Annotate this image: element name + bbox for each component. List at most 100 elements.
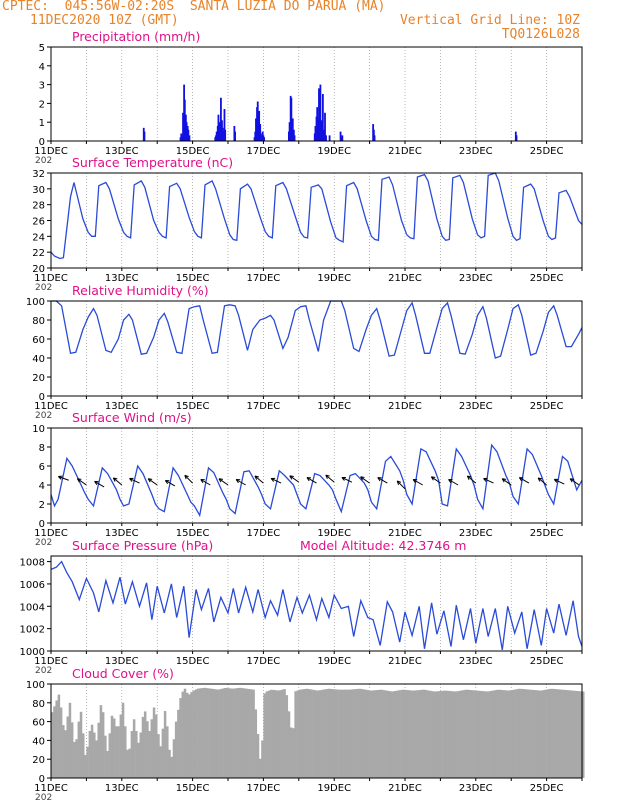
y-tick-label: 30 xyxy=(32,185,45,196)
y-tick-label: 0 xyxy=(39,137,45,148)
wind-arrow xyxy=(396,480,406,490)
x-tick-label: 13DEC xyxy=(105,273,139,284)
precip-bar xyxy=(188,135,191,141)
cloud-bar xyxy=(334,689,337,778)
cloud-bar xyxy=(420,689,423,778)
cloud-bar xyxy=(95,740,98,778)
x-tick-label: 17DEC xyxy=(247,146,281,157)
cloud-bar xyxy=(294,691,297,778)
wind-arrow xyxy=(306,477,317,484)
cloud-bar xyxy=(243,688,246,778)
cloud-bar xyxy=(520,688,523,778)
cloud-bar xyxy=(462,690,466,778)
wind-arrow xyxy=(147,478,158,486)
x-tick-label: 17DEC xyxy=(247,783,281,794)
cloud-bar xyxy=(130,731,134,778)
x-tick-label: 25DEC xyxy=(530,401,564,412)
wind-arrow xyxy=(76,478,87,486)
wind-arrow xyxy=(518,477,530,484)
cloud-bar xyxy=(338,689,342,778)
cloud-bar xyxy=(64,730,67,778)
y-tick-label: 26 xyxy=(32,217,45,228)
cloud-bar xyxy=(309,689,313,778)
y-tick-label: 80 xyxy=(32,699,45,710)
cloud-bar xyxy=(119,714,123,778)
cloud-bar xyxy=(409,690,412,778)
cloud-bar xyxy=(440,690,443,778)
cloud-bar xyxy=(274,690,277,778)
y-tick-label: 1004 xyxy=(20,602,45,613)
cloud-bar xyxy=(265,691,269,778)
cloud-bar xyxy=(77,721,81,778)
precip-bar xyxy=(217,114,220,141)
x-tick-label: 17DEC xyxy=(247,401,281,412)
precip-bar xyxy=(288,122,291,141)
cloud-bar xyxy=(179,698,182,778)
cloud-bar xyxy=(385,690,388,778)
precip-bar xyxy=(515,135,518,141)
panel-frame xyxy=(50,172,583,269)
x-tick-label: 11DEC xyxy=(34,528,68,539)
cloud-bar xyxy=(506,690,510,778)
cloud-bar xyxy=(489,691,492,778)
wind-title: Surface Wind (m/s) xyxy=(72,410,192,425)
cloud-bar xyxy=(170,756,173,778)
header-model-id: TQ0126L028 xyxy=(501,27,580,42)
wind-series-line xyxy=(50,443,583,518)
cloud-bar xyxy=(546,689,550,778)
cloud-bar xyxy=(298,689,302,778)
y-tick-label: 1002 xyxy=(20,625,45,636)
cloud-bar xyxy=(307,689,311,778)
cloud-bar xyxy=(486,691,490,778)
cloud-bar xyxy=(416,690,419,778)
x-year-stub: 202 xyxy=(35,538,52,548)
cloud-bar xyxy=(99,705,103,778)
cloud-bar xyxy=(236,687,240,778)
x-year-stub: 202 xyxy=(35,156,52,166)
precip-bar xyxy=(258,110,261,141)
cloud-bar xyxy=(205,688,209,778)
cloud-bar xyxy=(132,719,136,778)
cloud-bar xyxy=(522,689,525,778)
cloud-bar xyxy=(263,693,266,778)
wind-arrow xyxy=(270,477,282,484)
x-year-stub: 202 xyxy=(35,411,52,421)
cloud-bar xyxy=(112,718,116,778)
cloud-bar xyxy=(367,690,370,778)
cloud-bar xyxy=(75,739,78,778)
cloud-bar xyxy=(451,691,454,778)
x-tick-label: 23DEC xyxy=(459,146,493,157)
cloud-bar xyxy=(146,721,149,778)
cloud-bar xyxy=(278,690,282,778)
cloud-bar xyxy=(270,689,273,778)
cloud-bar xyxy=(201,687,204,778)
x-tick-label: 23DEC xyxy=(459,783,493,794)
cloud-bar xyxy=(115,726,118,778)
cloud-bar xyxy=(177,709,180,778)
cloud-bar xyxy=(460,690,463,778)
cloud-bar xyxy=(241,688,244,778)
y-tick-label: 20 xyxy=(32,373,45,384)
y-tick-label: 40 xyxy=(32,354,45,365)
cloud-bar xyxy=(360,689,364,778)
precip-bar xyxy=(373,135,376,141)
panel-wind: 0 2 4 6 8 10 11DEC 13DEC 15DEC 17DEC 19DEC 21DEC 23D… xyxy=(32,410,583,548)
wind-arrow xyxy=(341,476,353,483)
precip-bar xyxy=(256,101,259,141)
cloud-bar xyxy=(473,690,477,778)
cloud-bar xyxy=(301,689,304,778)
y-tick-label: 100 xyxy=(26,680,45,691)
cloud-bar xyxy=(582,691,585,778)
precip-bar xyxy=(340,137,343,141)
cloud-bar xyxy=(579,691,583,778)
cloud-bar xyxy=(124,726,127,778)
cloud-bar xyxy=(336,689,339,778)
cloud-bar xyxy=(258,758,262,778)
cloud-bar xyxy=(389,691,393,778)
cloud-bar xyxy=(557,689,561,778)
x-tick-label: 25DEC xyxy=(530,783,564,794)
wind-arrow xyxy=(430,476,441,484)
cloud-bar xyxy=(387,690,390,778)
x-year-stub: 202 xyxy=(35,793,52,800)
cloud-bar xyxy=(349,689,353,778)
